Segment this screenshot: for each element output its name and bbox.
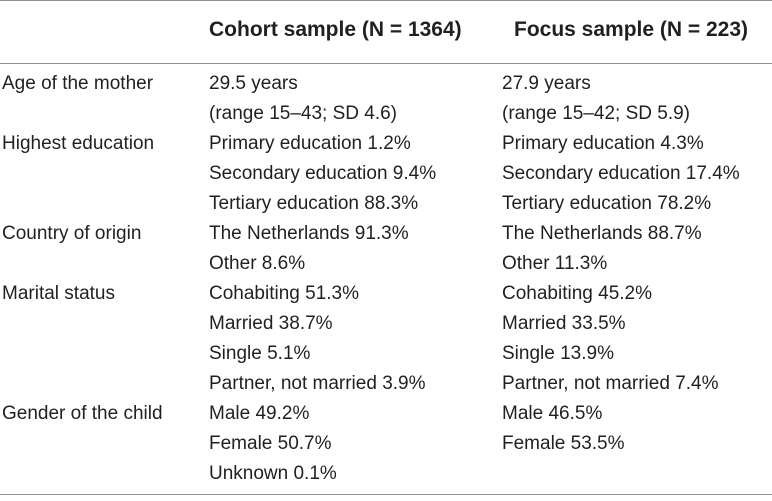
header-rule — [0, 63, 772, 64]
focus-cell: The Netherlands 88.7% Other 11.3% — [502, 219, 772, 279]
row-label: Gender of the child — [2, 403, 163, 424]
row-label: Marital status — [2, 283, 115, 304]
cohort-value: Male 49.2% — [209, 403, 310, 424]
focus-value: 27.9 years — [502, 73, 591, 94]
cohort-cell: 29.5 years (range 15–43; SD 4.6) — [209, 69, 502, 129]
table-row: Country of origin The Netherlands 91.3% … — [0, 219, 772, 279]
cohort-cell: Primary education 1.2% Secondary educati… — [209, 129, 502, 219]
focus-value: Single 13.9% — [502, 343, 614, 364]
top-rule — [0, 0, 772, 1]
focus-value: Married 33.5% — [502, 313, 626, 334]
focus-value: Other 11.3% — [502, 253, 608, 274]
table-row: Age of the mother 29.5 years (range 15–4… — [0, 69, 772, 129]
cohort-cell: Male 49.2% Female 50.7% Unknown 0.1% — [209, 399, 502, 489]
cohort-value: Other 8.6% — [209, 253, 306, 274]
cohort-value: (range 15–43; SD 4.6) — [209, 103, 398, 124]
table-body: Age of the mother 29.5 years (range 15–4… — [0, 69, 772, 489]
focus-value: The Netherlands 88.7% — [502, 223, 702, 244]
focus-value: Secondary education 17.4% — [502, 163, 740, 184]
table-row: Highest education Primary education 1.2%… — [0, 129, 772, 219]
focus-value: (range 15–42; SD 5.9) — [502, 103, 691, 124]
cohort-value: Single 5.1% — [209, 343, 311, 364]
header-focus-sample: Focus sample (N = 223) — [514, 18, 749, 41]
table-row: Marital status Cohabiting 51.3% Married … — [0, 279, 772, 399]
focus-cell: Primary education 4.3% Secondary educati… — [502, 129, 772, 219]
focus-value: Primary education 4.3% — [502, 133, 704, 154]
focus-cell: Male 46.5% Female 53.5% — [502, 399, 772, 459]
cohort-value: Partner, not married 3.9% — [209, 373, 426, 394]
cohort-cell: Cohabiting 51.3% Married 38.7% Single 5.… — [209, 279, 502, 399]
focus-value: Tertiary education 78.2% — [502, 193, 712, 214]
cohort-value: Primary education 1.2% — [209, 133, 411, 154]
focus-value: Partner, not married 7.4% — [502, 373, 719, 394]
cohort-value: Secondary education 9.4% — [209, 163, 437, 184]
row-label: Highest education — [2, 133, 155, 154]
cohort-value: 29.5 years — [209, 73, 298, 94]
row-label: Country of origin — [2, 223, 142, 244]
focus-cell: Cohabiting 45.2% Married 33.5% Single 13… — [502, 279, 772, 399]
focus-value: Male 46.5% — [502, 403, 603, 424]
bottom-rule — [0, 494, 772, 495]
focus-cell: 27.9 years (range 15–42; SD 5.9) — [502, 69, 772, 129]
cohort-value: Unknown 0.1% — [209, 463, 337, 484]
table-row: Gender of the child Male 49.2% Female 50… — [0, 399, 772, 489]
cohort-value: Female 50.7% — [209, 433, 332, 454]
focus-value: Female 53.5% — [502, 433, 625, 454]
cohort-value: The Netherlands 91.3% — [209, 223, 409, 244]
cohort-cell: The Netherlands 91.3% Other 8.6% — [209, 219, 502, 279]
cohort-value: Tertiary education 88.3% — [209, 193, 419, 214]
cohort-value: Cohabiting 51.3% — [209, 283, 359, 304]
row-label: Age of the mother — [2, 73, 154, 94]
header-cohort-sample: Cohort sample (N = 1364) — [209, 18, 462, 41]
focus-value: Cohabiting 45.2% — [502, 283, 652, 304]
cohort-value: Married 38.7% — [209, 313, 333, 334]
